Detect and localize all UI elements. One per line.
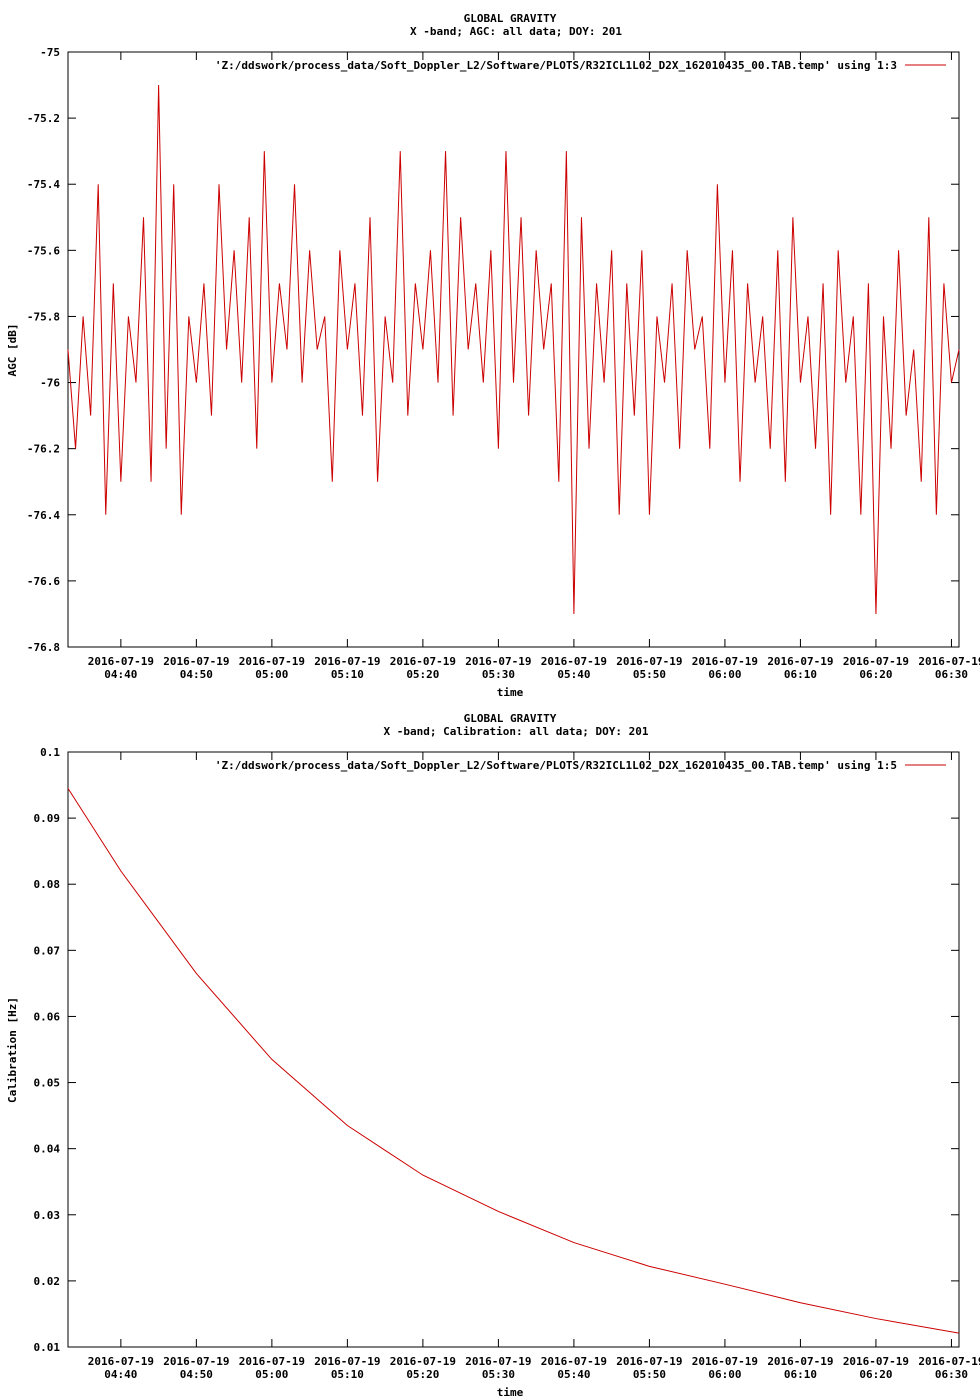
calibration-y-axis-label: Calibration [Hz] bbox=[6, 997, 19, 1103]
x-tick-time-label: 06:10 bbox=[784, 668, 817, 681]
y-tick-label: 0.1 bbox=[40, 746, 60, 759]
calibration-chart-title: GLOBAL GRAVITY bbox=[464, 712, 557, 725]
x-tick-date-label: 2016-07-19 bbox=[390, 655, 456, 668]
agc-y-axis: -75 -75.2 -75.4 -75.6 -75.8 -76 -76.2 -76.4 -76.… bbox=[27, 46, 959, 654]
x-tick-time-label: 04:50 bbox=[180, 668, 213, 681]
x-tick-time-label: 06:00 bbox=[708, 668, 741, 681]
x-tick-date-label: 2016-07-19 bbox=[767, 1355, 833, 1368]
x-tick-date-label: 2016-07-19 bbox=[843, 655, 909, 668]
x-tick-time-label: 05:50 bbox=[633, 1368, 666, 1381]
x-tick-time-label: 06:30 bbox=[935, 1368, 968, 1381]
x-tick-time-label: 04:40 bbox=[104, 1368, 137, 1381]
x-tick-time-label: 05:30 bbox=[482, 668, 515, 681]
x-tick-date-label: 2016-07-19 bbox=[163, 655, 229, 668]
x-tick-date-label: 2016-07-19 bbox=[541, 655, 607, 668]
x-tick-date-label: 2016-07-19 bbox=[767, 655, 833, 668]
y-tick-label: 0.07 bbox=[34, 944, 61, 957]
x-tick-date-label: 2016-07-19 bbox=[616, 1355, 682, 1368]
x-tick-time-label: 06:20 bbox=[859, 668, 892, 681]
calibration-chart-subtitle: X -band; Calibration: all data; DOY: 201 bbox=[384, 725, 649, 738]
x-tick-time-label: 06:00 bbox=[708, 1368, 741, 1381]
y-tick-label: 0.02 bbox=[34, 1275, 61, 1288]
x-tick-time-label: 05:40 bbox=[557, 1368, 590, 1381]
x-tick-date-label: 2016-07-19 bbox=[314, 655, 380, 668]
x-tick-time-label: 05:00 bbox=[255, 1368, 288, 1381]
x-tick-date-label: 2016-07-19 bbox=[163, 1355, 229, 1368]
y-tick-label: -75 bbox=[40, 46, 60, 59]
agc-x-axis: 2016-07-1904:402016-07-1904:502016-07-19… bbox=[88, 52, 980, 681]
x-tick-date-label: 2016-07-19 bbox=[692, 1355, 758, 1368]
x-tick-time-label: 06:20 bbox=[859, 1368, 892, 1381]
x-tick-time-label: 05:20 bbox=[406, 1368, 439, 1381]
calibration-legend-label: 'Z:/ddswork/process_data/Soft_Doppler_L2… bbox=[215, 759, 897, 772]
agc-series-line bbox=[67, 85, 960, 614]
x-tick-date-label: 2016-07-19 bbox=[465, 1355, 531, 1368]
x-tick-date-label: 2016-07-19 bbox=[616, 655, 682, 668]
x-tick-time-label: 06:30 bbox=[935, 668, 968, 681]
y-tick-label: -75.2 bbox=[27, 112, 60, 125]
agc-legend-label: 'Z:/ddswork/process_data/Soft_Doppler_L2… bbox=[215, 59, 897, 72]
x-tick-date-label: 2016-07-19 bbox=[239, 1355, 305, 1368]
agc-y-axis-label: AGC [dB] bbox=[6, 324, 19, 377]
x-tick-time-label: 05:40 bbox=[557, 668, 590, 681]
x-tick-date-label: 2016-07-19 bbox=[843, 1355, 909, 1368]
x-tick-date-label: 2016-07-19 bbox=[692, 655, 758, 668]
y-tick-label: -75.8 bbox=[27, 310, 60, 323]
x-tick-date-label: 2016-07-19 bbox=[88, 655, 154, 668]
calibration-series-line bbox=[67, 788, 960, 1334]
y-tick-label: 0.03 bbox=[34, 1209, 61, 1222]
x-tick-date-label: 2016-07-19 bbox=[918, 655, 980, 668]
x-tick-date-label: 2016-07-19 bbox=[390, 1355, 456, 1368]
y-tick-label: 0.05 bbox=[34, 1077, 61, 1090]
x-tick-date-label: 2016-07-19 bbox=[314, 1355, 380, 1368]
agc-chart-title: GLOBAL GRAVITY bbox=[464, 12, 557, 25]
x-tick-date-label: 2016-07-19 bbox=[239, 655, 305, 668]
y-tick-label: -76.8 bbox=[27, 641, 60, 654]
x-tick-time-label: 05:00 bbox=[255, 668, 288, 681]
x-tick-date-label: 2016-07-19 bbox=[918, 1355, 980, 1368]
y-tick-label: -76.6 bbox=[27, 575, 60, 588]
x-tick-date-label: 2016-07-19 bbox=[88, 1355, 154, 1368]
y-tick-label: 0.06 bbox=[34, 1010, 61, 1023]
agc-chart: GLOBAL GRAVITY X -band; AGC: all data; D… bbox=[6, 12, 980, 699]
calibration-x-axis: 2016-07-1904:402016-07-1904:502016-07-19… bbox=[88, 752, 980, 1381]
y-tick-label: -76.2 bbox=[27, 443, 60, 456]
x-tick-time-label: 05:10 bbox=[331, 668, 364, 681]
y-tick-label: -75.4 bbox=[27, 178, 60, 191]
x-tick-date-label: 2016-07-19 bbox=[465, 655, 531, 668]
y-tick-label: -76 bbox=[40, 377, 60, 390]
x-tick-time-label: 05:20 bbox=[406, 668, 439, 681]
x-tick-time-label: 04:50 bbox=[180, 1368, 213, 1381]
calibration-x-axis-label: time bbox=[497, 1386, 524, 1399]
calibration-plot-frame bbox=[67, 751, 960, 1348]
y-tick-label: 0.08 bbox=[34, 878, 61, 891]
x-tick-time-label: 05:10 bbox=[331, 1368, 364, 1381]
x-tick-time-label: 05:50 bbox=[633, 668, 666, 681]
agc-x-axis-label: time bbox=[497, 686, 524, 699]
y-tick-label: -75.6 bbox=[27, 244, 60, 257]
calibration-y-axis: 0.1 0.09 0.08 0.07 0.06 0.05 0.04 0.03 0.02 0.01 bbox=[34, 746, 959, 1354]
x-tick-time-label: 04:40 bbox=[104, 668, 137, 681]
x-tick-time-label: 05:30 bbox=[482, 1368, 515, 1381]
x-tick-date-label: 2016-07-19 bbox=[541, 1355, 607, 1368]
agc-chart-subtitle: X -band; AGC: all data; DOY: 201 bbox=[410, 25, 622, 38]
calibration-chart: GLOBAL GRAVITY X -band; Calibration: all… bbox=[6, 712, 980, 1399]
x-tick-time-label: 06:10 bbox=[784, 1368, 817, 1381]
y-tick-label: -76.4 bbox=[27, 509, 60, 522]
y-tick-label: 0.04 bbox=[34, 1143, 61, 1156]
y-tick-label: 0.09 bbox=[34, 812, 61, 825]
y-tick-label: 0.01 bbox=[34, 1341, 61, 1354]
